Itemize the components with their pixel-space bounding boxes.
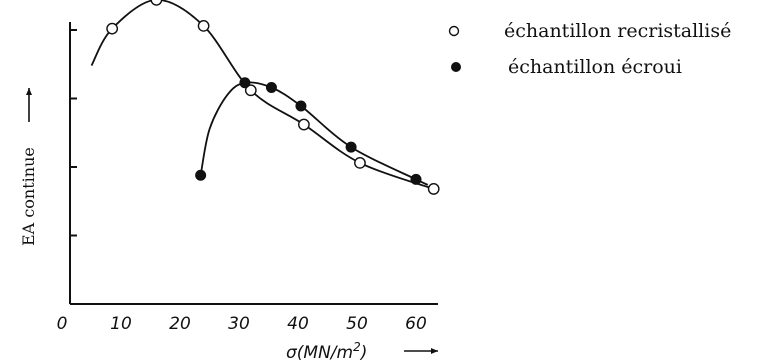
x-axis-ticks: 0 10 20 30 40 50 60 — [57, 314, 427, 334]
x-tick-label: 40 — [287, 314, 309, 334]
x-tick-label: 10 — [110, 314, 132, 334]
series-line-1 — [199, 81, 429, 186]
data-markers — [106, 0, 440, 195]
open-data-point — [106, 22, 119, 35]
y-axis-ticks — [70, 29, 77, 237]
curves — [90, 0, 434, 190]
filled-data-point — [295, 100, 307, 112]
filled-data-point — [345, 141, 357, 153]
y-axis-title-group: EA continue — [19, 88, 38, 246]
filled-data-point — [239, 77, 251, 89]
legend-label-recristallise: échantillon recristallisé — [504, 20, 731, 42]
legend-label-ecroui: échantillon écroui — [508, 56, 682, 78]
legend-marker-recristallise — [448, 25, 460, 37]
x-axis-title: σ(MN/m2) — [286, 340, 367, 363]
filled-data-point — [195, 169, 207, 181]
open-data-point — [150, 0, 163, 6]
x-tick-label: 60 — [405, 314, 427, 334]
x-tick-label: 20 — [169, 314, 191, 334]
legend: échantillon recristallisé échantillon éc… — [448, 20, 731, 78]
open-data-point — [297, 118, 310, 131]
open-data-point — [354, 156, 366, 169]
filled-data-point — [265, 82, 277, 94]
x-tick-label: 30 — [228, 314, 250, 334]
open-data-point — [244, 84, 257, 97]
series-line-0 — [90, 0, 434, 190]
filled-data-point — [410, 173, 422, 185]
x-tick-label: 0 — [57, 314, 68, 334]
y-axis-title: EA continue — [19, 147, 38, 246]
x-tick-label: 50 — [346, 314, 368, 334]
open-data-point — [427, 183, 440, 195]
open-data-point — [197, 19, 210, 32]
legend-marker-ecroui — [451, 62, 461, 72]
